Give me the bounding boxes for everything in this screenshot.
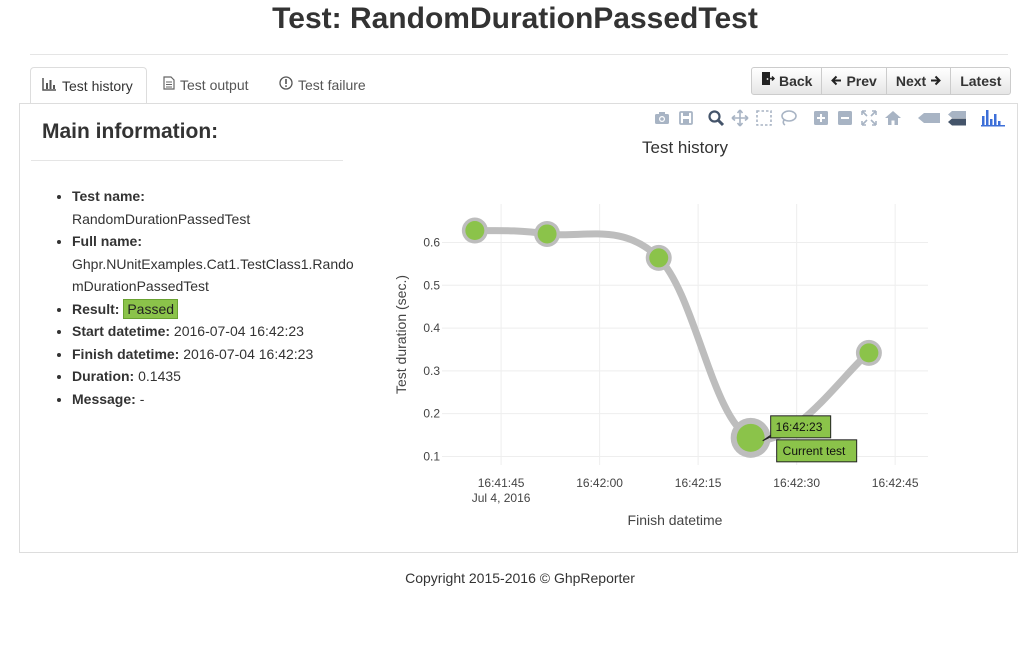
info-value: Ghpr.NUnitExamples.Cat1.TestClass1.Rando… [72, 255, 354, 295]
info-label: Message: [72, 390, 136, 407]
tab-label: Test output [180, 77, 249, 93]
info-start-datetime: Start datetime: 2016-07-04 16:42:23 [72, 320, 362, 343]
data-point [537, 224, 557, 244]
bar-chart-icon [42, 68, 57, 104]
info-value: - [139, 390, 145, 407]
lasso-select-icon[interactable] [778, 108, 798, 128]
box-select-icon[interactable] [754, 108, 774, 128]
arrow-right-icon [930, 68, 942, 94]
data-point [649, 248, 669, 268]
y-axis-title: Test duration (sec.) [393, 275, 409, 394]
x-axis-title: Finish datetime [628, 512, 723, 528]
x-tick-sublabel: Jul 4, 2016 [472, 491, 531, 505]
next-button[interactable]: Next [885, 67, 952, 95]
next-label: Next [895, 73, 927, 89]
prev-button[interactable]: Prev [821, 67, 887, 95]
page-title: Test: RandomDurationPassedTest [272, 2, 758, 35]
back-button[interactable]: Back [751, 67, 823, 95]
info-value: 0.1435 [138, 368, 181, 384]
main-information-heading: Main information: [42, 120, 219, 143]
hover-compare-icon[interactable] [946, 108, 968, 128]
y-tick-label: 0.2 [423, 407, 440, 421]
info-label: Result: [72, 300, 120, 317]
series-line [471, 227, 873, 444]
pan-icon[interactable] [730, 108, 750, 128]
content-panel [19, 103, 1018, 553]
x-tick-label: 16:42:30 [773, 476, 820, 490]
main-information-list: Test name: RandomDurationPassedTest Full … [50, 185, 362, 410]
info-value: RandomDurationPassedTest [72, 210, 251, 227]
document-icon [163, 67, 175, 103]
y-tick-label: 0.3 [423, 364, 440, 378]
heading-divider [31, 160, 343, 161]
time-label: 16:42:23 [776, 420, 823, 434]
x-tick-label: 16:41:45 [478, 476, 525, 490]
info-label: Start datetime: [72, 323, 171, 339]
info-label: Finish datetime: [72, 345, 180, 362]
current-data-point [736, 423, 765, 452]
zoom-in-icon[interactable] [811, 108, 831, 128]
info-message: Message: - [72, 388, 362, 411]
navigation-buttons: Back Prev Next Latest [751, 67, 1012, 95]
save-icon[interactable] [676, 108, 696, 128]
plotly-logo-icon[interactable] [980, 108, 1006, 128]
info-full-name: Full name: Ghpr.NUnitExamples.Cat1.TestCl… [72, 230, 362, 298]
exit-door-icon [761, 68, 776, 94]
current-test-annotation: 16:42:23 Current test [762, 415, 858, 463]
zoom-icon[interactable] [706, 108, 726, 128]
info-result: Result: Passed [72, 298, 362, 321]
info-duration: Duration: 0.1435 [72, 365, 362, 388]
time-label-box [770, 415, 832, 439]
x-tick-label: 16:42:45 [872, 476, 919, 490]
title-divider [30, 54, 1008, 55]
zoom-out-icon[interactable] [835, 108, 855, 128]
x-tick-label: 16:42:15 [675, 476, 722, 490]
data-point [465, 221, 485, 241]
y-tick-label: 0.5 [423, 278, 440, 292]
latest-button[interactable]: Latest [950, 67, 1012, 95]
chart-title: Test history [642, 138, 728, 157]
info-label: Test name: [72, 188, 145, 204]
info-label: Duration: [72, 368, 135, 384]
home-icon[interactable] [883, 108, 903, 128]
current-test-box [776, 439, 858, 463]
arrow-left-icon [831, 68, 842, 94]
info-label: Full name: [72, 233, 143, 249]
latest-label: Latest [960, 73, 1002, 89]
info-finish-datetime: Finish datetime: 2016-07-04 16:42:23 [72, 343, 362, 366]
hover-closest-icon[interactable] [916, 108, 942, 128]
tab-label: Test history [62, 78, 133, 94]
prev-label: Prev [846, 73, 877, 89]
info-value: 2016-07-04 16:42:23 [173, 323, 304, 339]
y-tick-label: 0.4 [423, 321, 440, 335]
tab-test-failure[interactable]: Test failure [268, 67, 377, 103]
footer-copyright: Copyright 2015-2016 © GhpReporter [405, 570, 635, 586]
tab-test-output[interactable]: Test output [152, 67, 260, 103]
autoscale-icon[interactable] [859, 108, 879, 128]
info-test-name: Test name: RandomDurationPassedTest [72, 185, 362, 230]
info-value: 2016-07-04 16:42:23 [183, 345, 314, 362]
tab-label: Test failure [298, 77, 366, 93]
y-tick-label: 0.6 [423, 236, 440, 250]
y-tick-label: 0.1 [423, 449, 440, 463]
camera-icon[interactable] [652, 108, 672, 128]
back-label: Back [779, 73, 813, 89]
data-point [859, 343, 879, 363]
current-test-label: Current test [783, 444, 846, 458]
result-badge: Passed [123, 298, 179, 319]
x-tick-label: 16:42:00 [576, 476, 623, 490]
tab-test-history[interactable]: Test history [30, 67, 147, 104]
exclamation-icon [279, 67, 293, 103]
